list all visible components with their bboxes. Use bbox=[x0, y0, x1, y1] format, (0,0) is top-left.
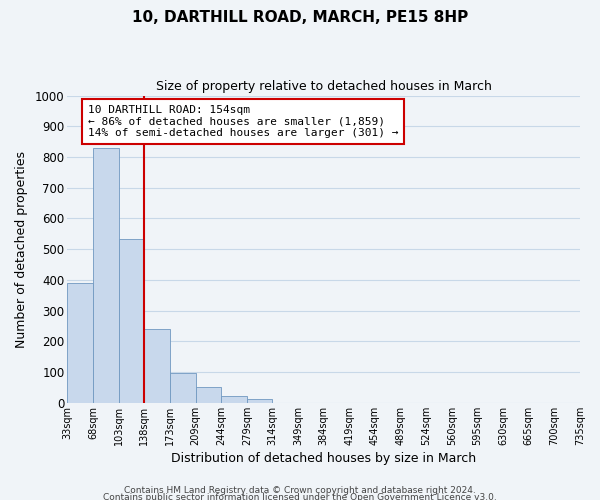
Text: 10 DARTHILL ROAD: 154sqm
← 86% of detached houses are smaller (1,859)
14% of sem: 10 DARTHILL ROAD: 154sqm ← 86% of detach… bbox=[88, 105, 398, 138]
Text: 10, DARTHILL ROAD, MARCH, PE15 8HP: 10, DARTHILL ROAD, MARCH, PE15 8HP bbox=[132, 10, 468, 25]
Bar bbox=[93, 148, 119, 403]
Bar bbox=[144, 329, 170, 403]
Title: Size of property relative to detached houses in March: Size of property relative to detached ho… bbox=[156, 80, 491, 93]
Bar bbox=[67, 283, 93, 403]
Text: Contains public sector information licensed under the Open Government Licence v3: Contains public sector information licen… bbox=[103, 494, 497, 500]
Bar bbox=[196, 387, 221, 403]
X-axis label: Distribution of detached houses by size in March: Distribution of detached houses by size … bbox=[171, 452, 476, 465]
Text: Contains HM Land Registry data © Crown copyright and database right 2024.: Contains HM Land Registry data © Crown c… bbox=[124, 486, 476, 495]
Bar bbox=[170, 373, 196, 403]
Bar bbox=[221, 396, 247, 403]
Bar bbox=[119, 239, 144, 403]
Bar bbox=[247, 398, 272, 403]
Y-axis label: Number of detached properties: Number of detached properties bbox=[15, 150, 28, 348]
